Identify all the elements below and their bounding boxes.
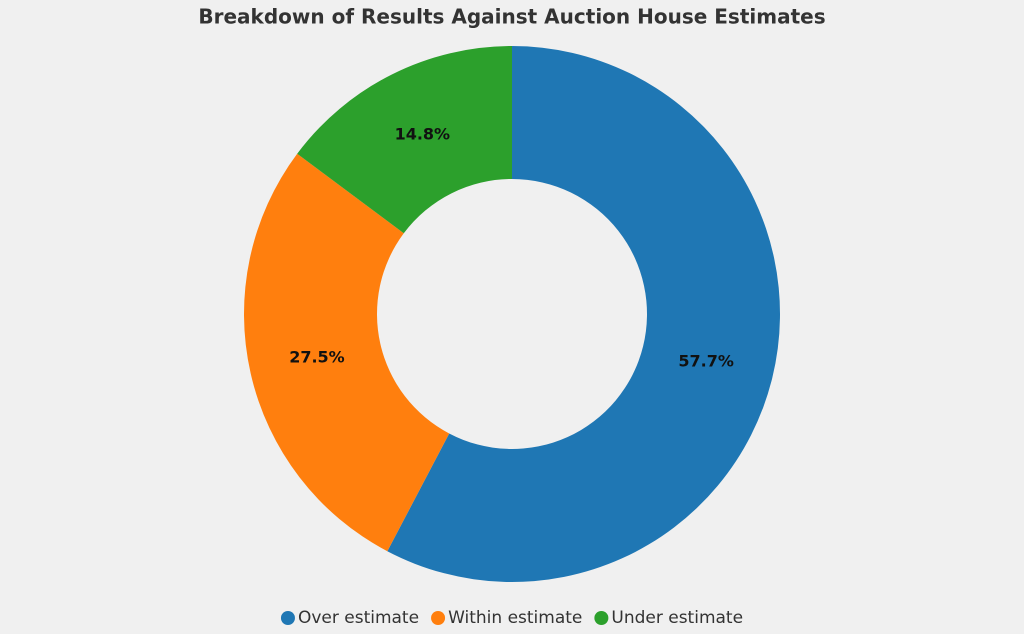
data-label: 14.8% xyxy=(395,125,451,144)
donut-slice xyxy=(387,46,780,583)
legend-label: Within estimate xyxy=(448,608,582,628)
data-label: 57.7% xyxy=(678,351,734,370)
legend-marker xyxy=(431,611,446,625)
chart-title: Breakdown of Results Against Auction Hou… xyxy=(198,5,825,29)
data-label: 27.5% xyxy=(289,348,345,367)
legend-marker xyxy=(280,611,295,625)
donut-slice xyxy=(297,46,512,234)
legend-marker xyxy=(594,611,609,625)
donut-slice xyxy=(243,153,450,552)
legend-label: Under estimate xyxy=(611,608,743,628)
legend-label: Over estimate xyxy=(298,608,419,628)
legend: Over estimate Within estimate Under estima… xyxy=(280,608,743,628)
